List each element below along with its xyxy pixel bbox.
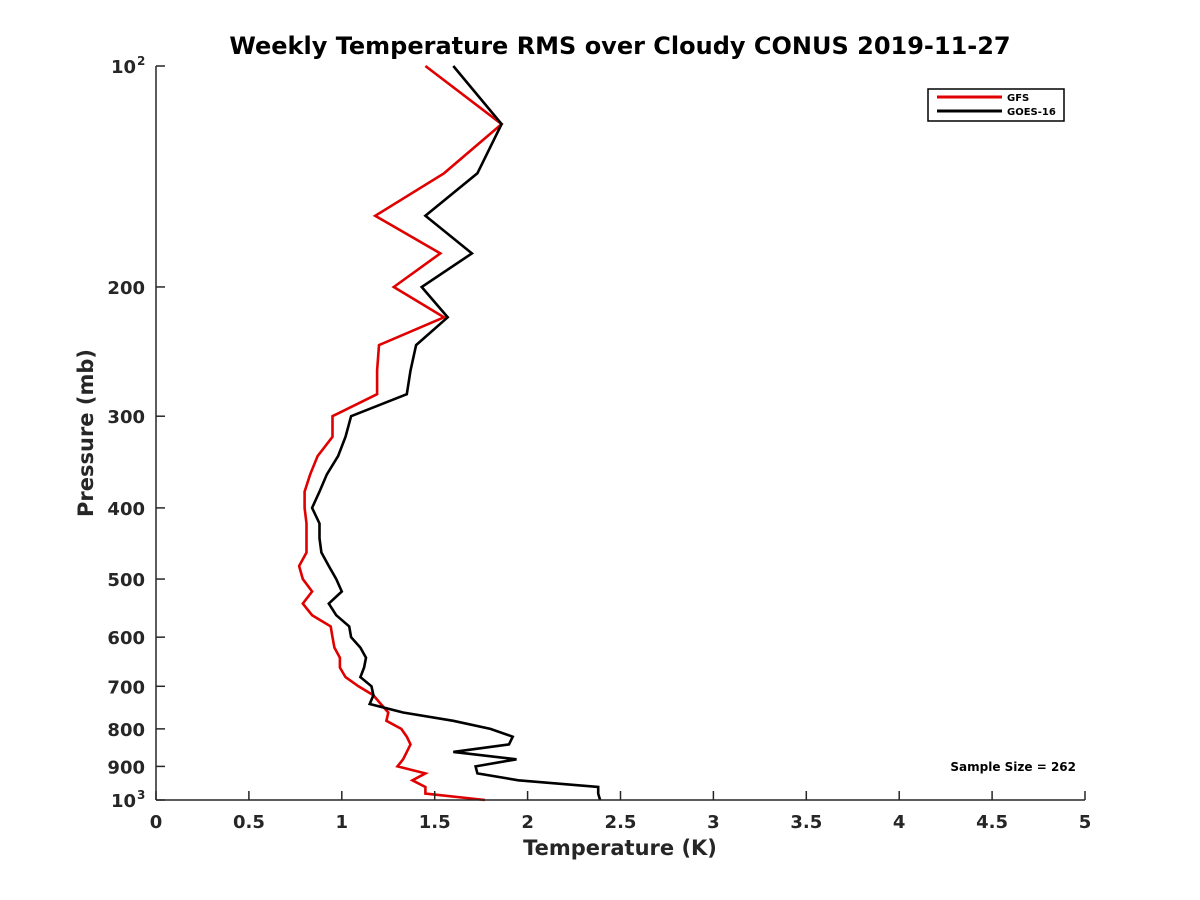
x-axis-label: Temperature (K) [523,836,717,860]
y-tick-label: 10 [111,57,136,78]
x-tick-label: 3.5 [790,812,822,833]
x-tick-label: 4 [893,812,906,833]
y-tick-label: 400 [107,499,145,520]
x-tick-label: 2.5 [605,812,637,833]
y-tick-label: 800 [107,720,145,741]
x-tick-label: 2 [521,812,534,833]
legend: GFS GOES-16 [927,88,1065,122]
y-tick-label: 600 [107,628,145,649]
legend-label-gfs: GFS [1007,93,1029,104]
plot-lines [297,64,602,802]
legend-box [927,88,1065,122]
y-tick-label: 500 [107,570,145,591]
x-tick-label: 3 [707,812,720,833]
x-tick-label: 5 [1079,812,1092,833]
y-tick-exponent: 2 [137,54,145,68]
legend-label-goes-16: GOES-16 [1007,107,1056,118]
x-tick-label: 4.5 [976,812,1008,833]
y-tick-exponent: 3 [137,788,145,802]
chart-title: Weekly Temperature RMS over Cloudy CONUS… [229,32,1010,60]
axes [155,66,1085,801]
y-tick-label: 10 [111,791,136,812]
series-line-gfs [297,64,504,802]
x-tick-label: 0 [150,812,163,833]
x-tick-label: 1.5 [419,812,451,833]
x-tick-label: 1 [336,812,349,833]
series-line-goes-16 [310,65,602,801]
x-axis-ticks: 0 0.5 1 1.5 2 2.5 3 3.5 4 4.5 5 [150,791,1092,833]
y-tick-label: 900 [107,757,145,778]
sample-size-annotation: Sample Size = 262 [950,760,1076,774]
x-tick-label: 0.5 [233,812,265,833]
y-axis-label: Pressure (mb) [74,349,98,517]
y-tick-label: 300 [107,407,145,428]
y-tick-label: 700 [107,677,145,698]
y-tick-label: 200 [107,278,145,299]
